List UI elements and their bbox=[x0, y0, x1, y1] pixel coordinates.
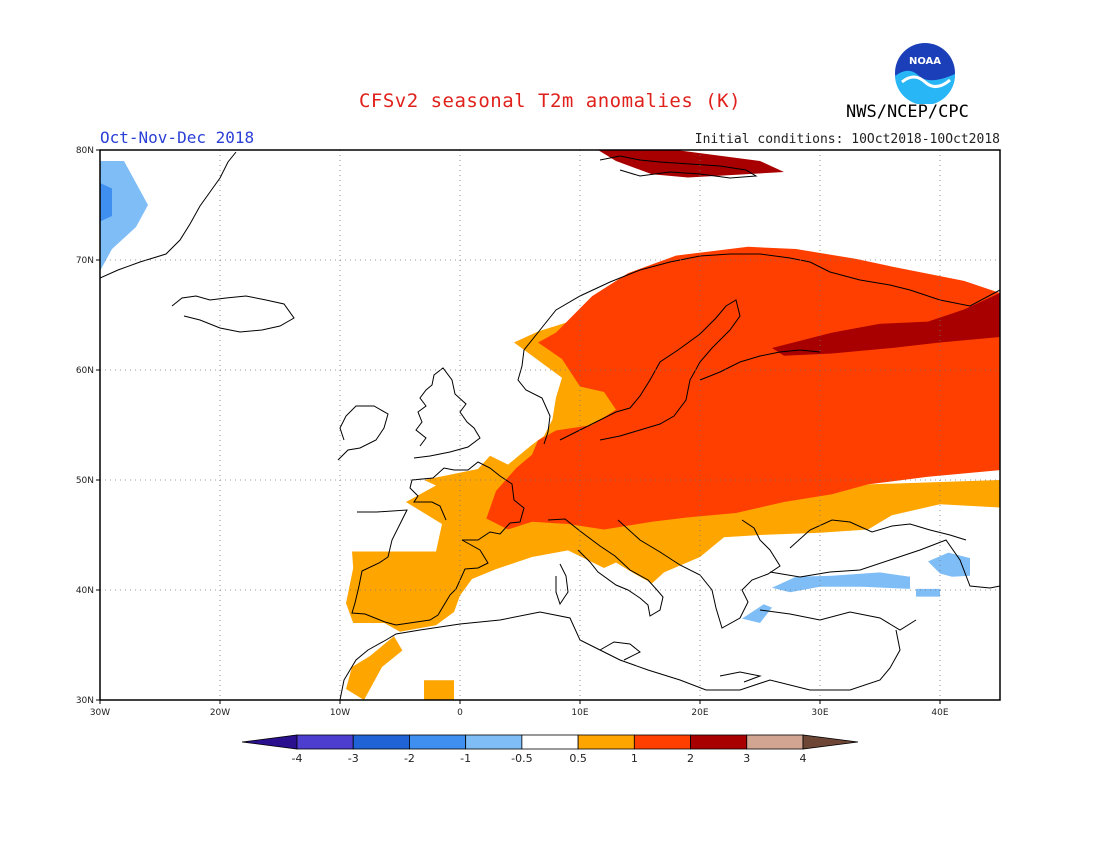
colorbar: -4 -3 -2 -1 -0.5 0.5 1 2 3 4 bbox=[241, 734, 859, 765]
region-russia-finland-hotspot bbox=[772, 293, 1000, 356]
colorbar-label: 0.5 bbox=[569, 752, 587, 765]
lon-tick-label: 10E bbox=[571, 708, 588, 718]
coastline-italy bbox=[547, 518, 664, 617]
noaa-logo-text: NOAA bbox=[909, 56, 941, 67]
coastline-turkey-south bbox=[759, 609, 917, 631]
colorbar-swatch bbox=[241, 734, 298, 750]
agency-label: NWS/NCEP/CPC bbox=[846, 102, 969, 122]
coastline-svalbard bbox=[599, 155, 758, 179]
coastline-france bbox=[409, 461, 525, 541]
lat-tick-label: 70N bbox=[76, 256, 94, 266]
colorbar-label: -0.5 bbox=[511, 752, 532, 765]
coastline-iberia bbox=[351, 509, 489, 626]
colorbar-swatch bbox=[802, 734, 859, 750]
coastline-gulf-finland bbox=[699, 349, 821, 381]
noaa-logo-icon: NOAA bbox=[895, 43, 956, 104]
colorbar-label: 4 bbox=[800, 752, 807, 765]
colorbar-label: 3 bbox=[743, 752, 750, 765]
colorbar-label: -2 bbox=[404, 752, 415, 765]
colorbar-label: -3 bbox=[348, 752, 359, 765]
lon-tick-label: 40E bbox=[931, 708, 948, 718]
lon-tick-label: 20W bbox=[210, 708, 230, 718]
colorbar-swatch bbox=[746, 734, 804, 750]
colorbar-swatch bbox=[409, 734, 467, 750]
colorbar-swatch bbox=[296, 734, 354, 750]
region-greenland-coast-core bbox=[100, 183, 112, 222]
region-turkey-coast bbox=[772, 572, 910, 593]
coastline-turkey bbox=[769, 539, 1000, 589]
region-aegean bbox=[742, 604, 772, 623]
coastline-baltic bbox=[559, 299, 741, 441]
lon-tick-label: 0 bbox=[457, 708, 463, 718]
coastline-corsica-sardinia bbox=[555, 563, 569, 606]
colorbar-swatch bbox=[521, 734, 579, 750]
region-central-and-northern-europe bbox=[486, 246, 1000, 530]
colorbar-label: -1 bbox=[460, 752, 471, 765]
lon-tick-label: 20E bbox=[691, 708, 708, 718]
coastline-britain bbox=[413, 367, 481, 459]
colorbar-label: 2 bbox=[687, 752, 694, 765]
colorbar-swatch bbox=[577, 734, 635, 750]
lon-tick-label: 30E bbox=[811, 708, 828, 718]
lat-tick-label: 40N bbox=[76, 586, 94, 596]
coastline-sicily bbox=[599, 641, 641, 661]
coastlines bbox=[100, 151, 1000, 700]
season-label: Oct-Nov-Dec 2018 bbox=[100, 128, 255, 147]
lon-tick-label: 30W bbox=[90, 708, 110, 718]
axis-ticks: 30W 20W 10W 0 10E 20E 30E 40E 30N 40N 50N 60N 70N 80N bbox=[76, 146, 949, 718]
coastline-greenland bbox=[100, 151, 237, 279]
map-frame bbox=[99, 149, 1001, 701]
colorbar-swatch bbox=[465, 734, 523, 750]
coastline-iceland bbox=[171, 295, 295, 333]
lat-tick-label: 60N bbox=[76, 366, 94, 376]
colorbar-label: 1 bbox=[631, 752, 638, 765]
lat-tick-label: 50N bbox=[76, 476, 94, 486]
colorbar-swatch bbox=[352, 734, 410, 750]
region-morocco bbox=[346, 636, 403, 700]
region-iberia-and-western-europe bbox=[346, 318, 1000, 632]
map-title: CFSv2 seasonal T2m anomalies (K) bbox=[358, 90, 742, 112]
lat-tick-label: 30N bbox=[76, 696, 94, 706]
graticule bbox=[100, 150, 1000, 700]
coastline-crete bbox=[719, 671, 762, 683]
lon-tick-label: 10W bbox=[330, 708, 350, 718]
colorbar-swatch bbox=[690, 734, 748, 750]
colorbar-swatch bbox=[633, 734, 691, 750]
initial-conditions-label: Initial conditions: 10Oct2018-10Oct2018 bbox=[694, 132, 1000, 147]
region-algeria-patch bbox=[424, 680, 454, 700]
coastline-scandinavia bbox=[517, 253, 1000, 445]
coastline-black-sea bbox=[789, 519, 967, 549]
lat-tick-label: 80N bbox=[76, 146, 94, 156]
colorbar-label: -4 bbox=[292, 752, 303, 765]
coastline-balkans bbox=[617, 519, 781, 629]
region-turkey-east bbox=[916, 588, 940, 597]
coastline-ireland bbox=[337, 405, 389, 461]
